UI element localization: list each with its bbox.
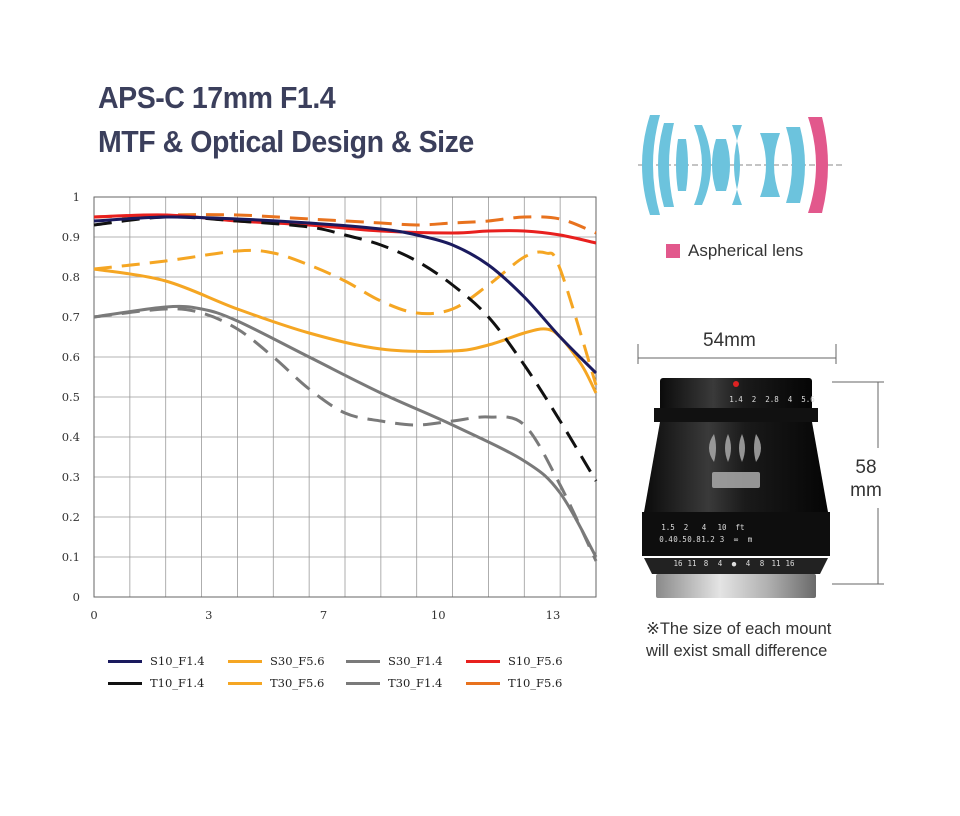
y-tick-label: 0.3 xyxy=(62,470,80,484)
legend-label: T30_F5.6 xyxy=(270,676,325,690)
legend-label: T10_F1.4 xyxy=(150,676,205,690)
height-unit: mm xyxy=(850,480,882,501)
legend-item: T10_F5.6 xyxy=(466,676,562,690)
legend-item: T30_F1.4 xyxy=(346,676,442,690)
aperture-marking: 5.6 xyxy=(801,395,815,404)
x-tick-label: 7 xyxy=(320,608,327,622)
legend-swatch xyxy=(466,659,500,663)
distance-m-marking: m xyxy=(748,535,753,544)
y-tick-label: 0.9 xyxy=(62,230,80,244)
lens-element xyxy=(712,139,730,191)
aperture-marking: 1.4 xyxy=(729,395,743,404)
legend-swatch xyxy=(228,681,262,685)
legend-swatch xyxy=(346,681,380,685)
aspherical-lens-element xyxy=(808,117,828,213)
mtf-chart: 00.10.20.30.40.50.60.70.80.910 3 7 10 13 xyxy=(62,190,598,622)
mount-size-note: ※The size of each mount will exist small… xyxy=(646,618,831,662)
legend-label: T10_F5.6 xyxy=(508,676,563,690)
lens-product-image: 1.4 2 2.8 4 5.6 1.5 2 4 10 ft 0.4 0.5 0.8 1.2 3 ∞ m 16 11 8… xyxy=(642,378,830,598)
dof-marking: ● xyxy=(732,559,737,568)
dof-marking: 4 xyxy=(746,559,751,568)
note-line-1: ※The size of each mount xyxy=(646,620,832,638)
y-tick-label: 0.6 xyxy=(62,350,80,364)
aspherical-legend: Aspherical lens xyxy=(666,241,803,261)
y-tick-label: 0.7 xyxy=(62,310,80,324)
lens-element xyxy=(786,127,805,203)
legend-item: T30_F5.6 xyxy=(228,676,324,690)
aperture-marking: 2 xyxy=(752,395,757,404)
legend-item: S10_F1.4 xyxy=(108,654,205,668)
y-tick-label: 0.4 xyxy=(62,430,80,444)
legend-swatch xyxy=(346,659,380,663)
plot-frame xyxy=(93,196,597,598)
page-title: APS-C 17mm F1.4 xyxy=(98,80,336,115)
series-line-S10_F1.4 xyxy=(93,215,598,375)
aspherical-label: Aspherical lens xyxy=(688,241,804,260)
distance-m-marking: ∞ xyxy=(734,535,739,544)
width-dimension-line xyxy=(637,344,837,364)
x-tick-label: 13 xyxy=(546,608,561,622)
legend-swatch xyxy=(228,659,262,663)
dof-marking: 8 xyxy=(760,559,765,568)
distance-m-marking: 0.5 xyxy=(673,535,687,544)
distance-m-marking: 1.2 xyxy=(701,535,715,544)
lens-element xyxy=(676,139,688,191)
height-value: 58 xyxy=(855,457,877,478)
dof-marking: 8 xyxy=(704,559,709,568)
distance-ft-marking: 10 xyxy=(717,523,727,532)
legend-label: S30_F1.4 xyxy=(388,654,443,668)
distance-m-marking: 0.4 xyxy=(659,535,673,544)
y-tick-label: 1 xyxy=(73,190,80,204)
dof-marking: 11 xyxy=(687,559,696,568)
lens-element xyxy=(760,133,780,197)
y-tick-label: 0.8 xyxy=(62,270,80,284)
legend-label: S10_F1.4 xyxy=(150,654,205,668)
dof-marking: 4 xyxy=(718,559,723,568)
series-line-T10_F5.6 xyxy=(93,213,597,235)
width-label: 54mm xyxy=(703,330,756,351)
distance-ft-marking: 2 xyxy=(684,523,689,532)
height-dimension-line xyxy=(832,381,884,585)
lens-elements-group xyxy=(642,115,828,215)
lens-element xyxy=(732,125,742,205)
note-line-2: will exist small difference xyxy=(646,642,828,660)
grid xyxy=(93,196,597,598)
distance-ft-marking: ft xyxy=(735,523,744,532)
legend-item: S10_F5.6 xyxy=(466,654,563,668)
x-tick-label: 10 xyxy=(431,608,446,622)
legend-swatch xyxy=(108,681,142,685)
lens-element xyxy=(642,115,660,215)
aperture-marking: 2.8 xyxy=(765,395,779,404)
legend-swatch xyxy=(108,659,142,663)
lens-element xyxy=(694,125,711,205)
page-subtitle: MTF & Optical Design & Size xyxy=(98,124,474,159)
y-tick-label: 0.1 xyxy=(62,550,80,564)
legend-item: S30_F1.4 xyxy=(346,654,443,668)
dof-marking: 16 xyxy=(785,559,795,568)
y-tick-label: 0.2 xyxy=(62,510,80,524)
legend-swatch xyxy=(466,681,500,685)
legend-item: S30_F5.6 xyxy=(228,654,325,668)
series-line-T30_F5.6 xyxy=(93,248,598,386)
legend-label: T30_F1.4 xyxy=(388,676,443,690)
legend-item: T10_F1.4 xyxy=(108,676,204,690)
distance-ft-marking: 1.5 xyxy=(661,523,675,532)
legend-label: S30_F5.6 xyxy=(270,654,325,668)
distance-m-marking: 0.8 xyxy=(687,535,701,544)
lens-element xyxy=(658,123,674,207)
dof-marking: 11 xyxy=(771,559,780,568)
y-tick-label: 0.5 xyxy=(62,390,80,404)
aspherical-swatch-icon xyxy=(666,244,680,258)
distance-ft-marking: 4 xyxy=(702,523,707,532)
series-line-S30_F1.4 xyxy=(93,304,598,558)
distance-m-marking: 3 xyxy=(720,535,725,544)
legend-label: S10_F5.6 xyxy=(508,654,563,668)
dof-marking: 16 xyxy=(673,559,683,568)
y-tick-label: 0 xyxy=(73,590,80,604)
aperture-marking: 4 xyxy=(788,395,793,404)
x-tick-label: 0 xyxy=(90,608,97,622)
x-tick-label: 3 xyxy=(205,608,212,622)
optical-design-diagram xyxy=(638,115,842,215)
